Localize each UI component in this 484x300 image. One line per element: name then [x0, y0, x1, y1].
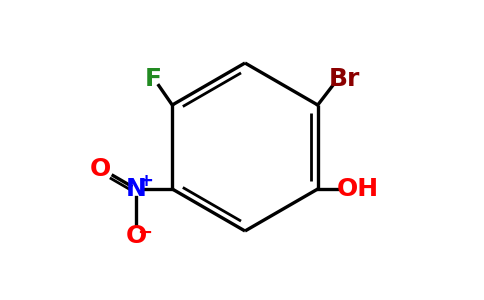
Text: O: O — [90, 158, 111, 182]
Text: F: F — [144, 68, 161, 92]
Text: N: N — [126, 177, 147, 201]
Text: OH: OH — [337, 177, 379, 201]
Text: O: O — [126, 224, 147, 248]
Text: +: + — [138, 172, 153, 190]
Text: Br: Br — [329, 68, 361, 92]
Text: −: − — [137, 224, 152, 242]
